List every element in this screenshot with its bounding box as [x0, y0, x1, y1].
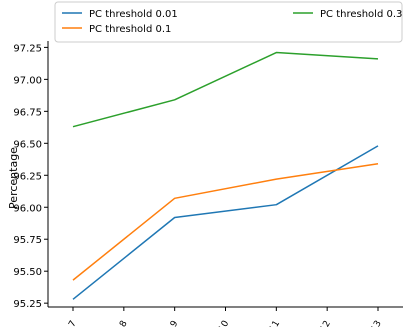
x-tick-label: 12: [319, 319, 333, 327]
legend-label-2: PC threshold 0.3: [320, 9, 402, 20]
legend-frame: [54, 1, 403, 43]
y-tick-label: 96.50: [13, 139, 42, 150]
y-tick-label: 97.25: [13, 43, 42, 54]
x-tick-label: 11: [268, 319, 282, 327]
legend: PC threshold 0.01 PC threshold 0.1 PC thre…: [54, 1, 403, 43]
y-tick-label: 96.00: [13, 203, 42, 214]
y-tick-label: 95.50: [13, 267, 42, 278]
x-tick-label: 10: [217, 319, 232, 327]
y-tick-label: 95.75: [13, 235, 42, 246]
legend-label-0: PC threshold 0.01: [89, 9, 178, 20]
series-line-0: [72, 145, 379, 300]
x-tick-label: 13: [369, 319, 383, 327]
x-tick-label: 7: [67, 319, 79, 327]
plot-lines: [72, 51, 379, 300]
series-line-2: [72, 51, 379, 128]
y-tick-label: 96.25: [13, 171, 42, 182]
y-tick-label: 97.00: [13, 75, 42, 86]
y-tick-label: 96.75: [13, 107, 42, 118]
series-line-1: [72, 163, 379, 281]
y-axis-label: Percentage: [7, 147, 20, 209]
y-tick-label: 95.25: [13, 299, 42, 310]
axes: [47, 41, 403, 308]
x-ticks: 7 8 9 10 11 12 13: [67, 307, 384, 331]
x-tick-label: 8: [118, 319, 130, 327]
legend-label-1: PC threshold 0.1: [89, 24, 171, 35]
x-tick-label: 9: [169, 319, 181, 327]
y-ticks: 95.25 95.50 95.75 96.00 96.25 96.50 96.75 97.00…: [13, 43, 48, 310]
